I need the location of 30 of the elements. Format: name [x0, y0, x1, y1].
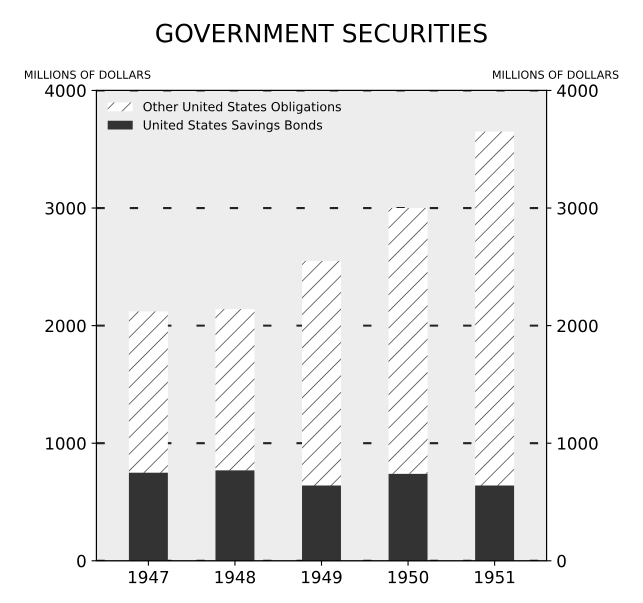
y-tick-label: 2000: [46, 320, 86, 332]
y-tick-label: 3000: [46, 202, 86, 215]
y-tick-label: 0: [77, 554, 86, 568]
legend-label: United States Savings Bonds: [144, 120, 322, 132]
bar: [302, 260, 341, 486]
y-axis-title: MILLIONS OF DOLLARS: [24, 70, 150, 79]
x-tick-label: 1950: [388, 570, 428, 584]
bar: [388, 474, 428, 561]
chart-title: GOVERNMENT SECURITIES: [156, 24, 487, 43]
bar: [475, 486, 514, 561]
x-tick-label: 1947: [129, 570, 168, 584]
bar: [128, 312, 168, 473]
y2-tick-label: 3000: [558, 202, 598, 215]
y-tick-label: 1000: [46, 437, 86, 450]
x-tick-label: 1951: [475, 570, 514, 584]
legend-label: Other United States Obligations: [143, 102, 341, 114]
y2-tick-label: 0: [557, 554, 566, 568]
y2-tick-label: 2000: [557, 320, 598, 332]
x-tick-label: 1948: [216, 570, 256, 584]
bar: [302, 486, 341, 561]
bar: [215, 309, 254, 470]
bar: [215, 470, 254, 561]
y-tick-label: 4000: [45, 84, 86, 98]
y2-tick-label: 4000: [557, 84, 598, 98]
x-tick-label: 1949: [302, 570, 342, 584]
bar: [388, 208, 428, 474]
bar: [128, 472, 168, 561]
y2-tick-label: 1000: [558, 437, 598, 450]
y2-axis-title: MILLIONS OF DOLLARS: [493, 70, 618, 79]
bar: [475, 132, 514, 486]
